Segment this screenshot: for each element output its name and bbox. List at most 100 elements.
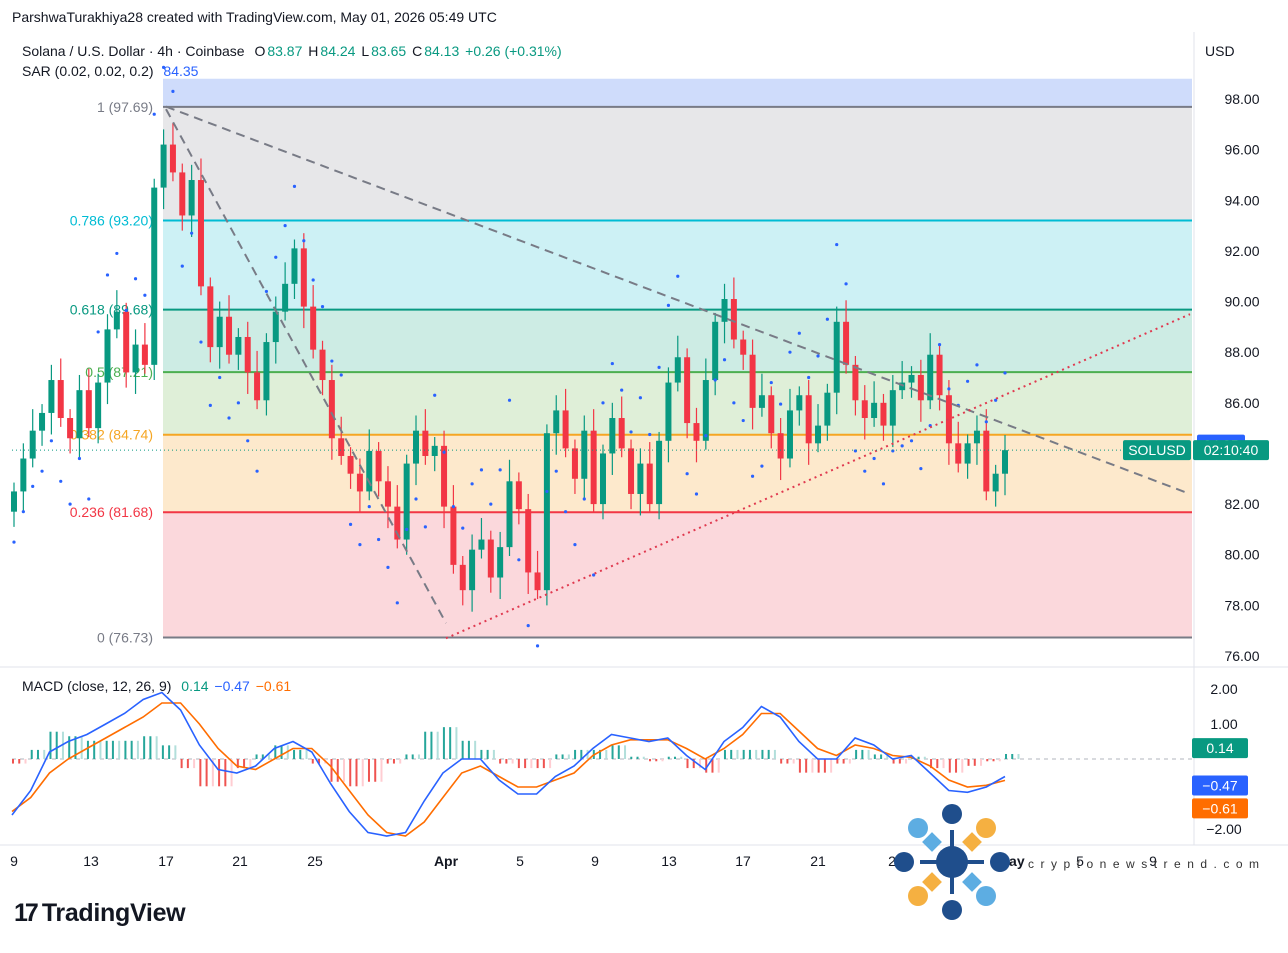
candle[interactable] [983,430,990,492]
candle[interactable] [758,395,765,408]
candle[interactable] [777,433,784,459]
candle[interactable] [226,316,233,355]
candle[interactable] [384,481,391,507]
candle[interactable] [356,473,363,492]
candle[interactable] [927,354,934,401]
candle[interactable] [721,299,728,322]
candle[interactable] [674,357,681,383]
candle[interactable] [871,402,878,419]
trendline-descending-resistance[interactable] [165,105,1191,495]
candle[interactable] [188,180,195,216]
candle[interactable] [160,144,167,188]
candle[interactable] [57,380,64,419]
candle[interactable] [609,418,616,454]
candle[interactable] [637,463,644,494]
candle[interactable] [272,311,279,343]
candle[interactable] [366,450,373,492]
candle[interactable] [1002,450,1008,474]
candle[interactable] [945,395,952,444]
candle[interactable] [917,374,924,401]
candle[interactable] [169,144,176,173]
candle[interactable] [487,539,494,578]
candle[interactable] [861,400,868,419]
currency-label[interactable]: USD [1205,43,1235,59]
candle[interactable] [805,395,812,444]
candle[interactable] [67,418,74,439]
candle[interactable] [216,316,223,348]
candle[interactable] [431,445,438,456]
candle[interactable] [113,311,120,330]
candle[interactable] [515,481,522,510]
candle[interactable] [936,354,943,396]
macd-badge-macd[interactable] [1192,775,1248,796]
candle[interactable] [263,342,270,401]
candle[interactable] [11,491,17,512]
candle[interactable] [889,390,896,426]
candle[interactable] [843,321,850,365]
candle[interactable] [151,187,158,365]
candle[interactable] [207,286,214,348]
candle[interactable] [599,453,606,505]
candle[interactable] [712,321,719,381]
candle[interactable] [403,463,410,540]
candle[interactable] [786,410,793,459]
candle[interactable] [441,445,448,507]
candle[interactable] [534,572,541,591]
candle[interactable] [422,430,429,456]
candle[interactable] [413,430,420,464]
candle[interactable] [693,423,700,441]
candle[interactable] [768,395,775,434]
candle[interactable] [796,395,803,411]
macd-badge-histogram[interactable] [1192,738,1248,759]
candle[interactable] [618,418,625,449]
candle[interactable] [646,463,653,505]
candle[interactable] [254,372,261,401]
symbol-badge[interactable] [1123,440,1191,461]
candle[interactable] [282,283,289,312]
candle[interactable] [132,344,139,373]
candle[interactable] [562,410,569,449]
trendline-descending-2[interactable] [165,108,447,624]
candle[interactable] [179,172,186,216]
candle[interactable] [815,425,822,444]
candle[interactable] [656,440,663,505]
candle[interactable] [291,248,298,284]
candle[interactable] [328,380,335,439]
candle[interactable] [581,430,588,479]
candle[interactable] [319,349,326,381]
candle[interactable] [48,380,55,413]
candle[interactable] [497,547,504,578]
candle[interactable] [459,564,466,591]
candle[interactable] [338,438,345,456]
candle[interactable] [347,455,354,474]
candle[interactable] [749,354,756,408]
candle[interactable] [908,374,915,383]
candle[interactable] [39,412,46,431]
candle[interactable] [300,248,307,307]
candle[interactable] [543,433,550,591]
candle[interactable] [95,382,102,429]
candle[interactable] [702,380,709,441]
candle[interactable] [85,390,92,429]
candle[interactable] [553,410,560,434]
candle[interactable] [394,506,401,540]
candle[interactable] [123,311,130,373]
candle[interactable] [310,306,317,350]
candle[interactable] [506,481,513,548]
candle[interactable] [525,509,532,573]
candle[interactable] [833,321,840,393]
candle[interactable] [880,402,887,426]
price-timer-badge[interactable] [1193,440,1269,461]
candle[interactable] [104,329,111,383]
candle[interactable] [478,539,485,550]
candle[interactable] [740,339,747,355]
candle[interactable] [730,299,737,340]
candle[interactable] [684,357,691,424]
candle[interactable] [450,506,457,565]
candle[interactable] [899,382,906,391]
candle[interactable] [824,392,831,426]
macd-badge-signal[interactable] [1192,798,1248,819]
candle[interactable] [29,430,36,459]
